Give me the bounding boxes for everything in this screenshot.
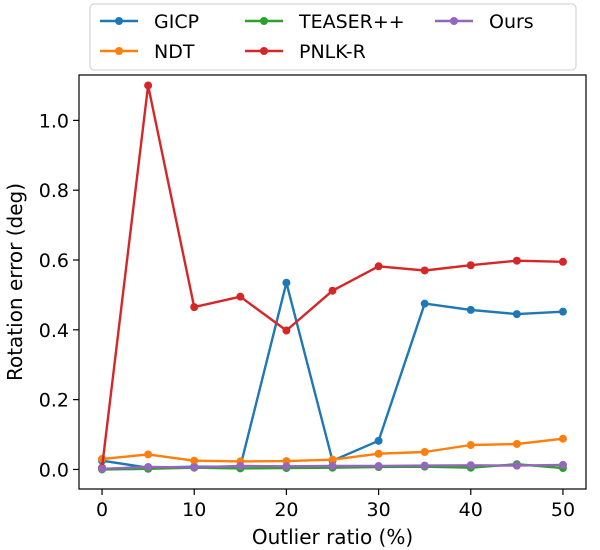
legend-swatch-marker <box>115 17 123 25</box>
legend-swatch-marker <box>260 17 268 25</box>
series-ndt <box>98 434 567 466</box>
y-tick-label: 0.4 <box>39 320 69 342</box>
data-point-ours <box>374 461 383 470</box>
data-point-ndt <box>512 439 521 448</box>
data-point-ndt <box>374 449 383 458</box>
data-point-gicp <box>282 278 291 287</box>
data-point-ndt <box>190 456 199 465</box>
legend-item-ndt: NDT <box>100 41 195 63</box>
data-point-pnlk-r <box>328 286 337 295</box>
y-tick-label: 0.6 <box>39 250 69 272</box>
x-tick-label: 30 <box>366 499 390 521</box>
data-point-ours <box>236 461 245 470</box>
data-point-pnlk-r <box>512 256 521 265</box>
data-point-pnlk-r <box>466 261 475 270</box>
legend-swatch-marker <box>450 17 458 25</box>
plot-frame <box>78 74 587 490</box>
data-point-gicp <box>420 299 429 308</box>
data-point-ours <box>512 461 521 470</box>
data-point-gicp <box>512 310 521 319</box>
legend-label: GICP <box>154 11 199 33</box>
data-point-pnlk-r <box>420 266 429 275</box>
legend-item-pnlk-r: PNLK-R <box>245 41 366 63</box>
legend-item-ours: Ours <box>435 11 534 33</box>
series-line-gicp <box>101 281 564 469</box>
data-point-ndt <box>466 441 475 450</box>
legend-item-gicp: GICP <box>100 11 199 33</box>
series-line-pnlk-r <box>100 84 564 468</box>
x-tick-label: 20 <box>274 499 298 521</box>
legend-swatch-marker <box>115 47 123 55</box>
data-point-pnlk-r <box>190 303 199 312</box>
x-tick-label: 50 <box>551 499 575 521</box>
data-point-pnlk-r <box>282 326 291 335</box>
data-point-pnlk-r <box>374 262 383 271</box>
y-tick-label: 0.8 <box>39 180 69 202</box>
series-pnlk-r <box>98 81 567 472</box>
legend-label: Ours <box>489 11 534 33</box>
x-tick-label: 40 <box>459 499 483 521</box>
data-point-gicp <box>558 307 567 316</box>
x-tick-label: 10 <box>182 499 206 521</box>
series-ours <box>98 460 567 473</box>
legend: GICP NDT TEASER++ PNLK-R Ours <box>89 3 577 71</box>
data-point-ndt <box>558 434 567 443</box>
legend-label: PNLK-R <box>299 41 366 63</box>
legend-label: NDT <box>154 41 195 63</box>
data-point-ndt <box>144 450 153 459</box>
data-point-gicp <box>374 436 383 445</box>
data-point-ours <box>466 461 475 470</box>
data-point-pnlk-r <box>558 257 567 266</box>
x-axis-label: Outlier ratio (%) <box>252 525 413 549</box>
data-point-pnlk-r <box>236 292 245 301</box>
data-point-ours <box>144 463 153 472</box>
data-point-ours <box>190 463 199 472</box>
data-point-ours <box>282 462 291 471</box>
data-point-ours <box>558 460 567 469</box>
y-tick-label: 0.0 <box>39 459 69 481</box>
series-layer <box>98 81 567 474</box>
series-gicp <box>98 278 567 472</box>
y-axis-label: Rotation error (deg) <box>3 183 27 381</box>
legend-label: TEASER++ <box>298 11 405 33</box>
legend-item-teaser: TEASER++ <box>245 11 405 33</box>
data-point-pnlk-r <box>144 81 153 90</box>
data-point-ours <box>98 464 107 473</box>
legend-swatch-marker <box>260 47 268 55</box>
axes-layer: 0 10 20 30 40 50 0.0 0.2 0.4 0.6 0.8 1.0 <box>39 110 575 521</box>
data-point-ours <box>328 461 337 470</box>
data-point-ndt <box>328 455 337 464</box>
x-tick-label: 0 <box>96 499 108 521</box>
y-tick-label: 0.2 <box>39 390 69 412</box>
data-point-ours <box>420 461 429 470</box>
data-point-gicp <box>466 305 475 314</box>
data-point-ndt <box>420 447 429 456</box>
y-tick-label: 1.0 <box>39 110 69 132</box>
